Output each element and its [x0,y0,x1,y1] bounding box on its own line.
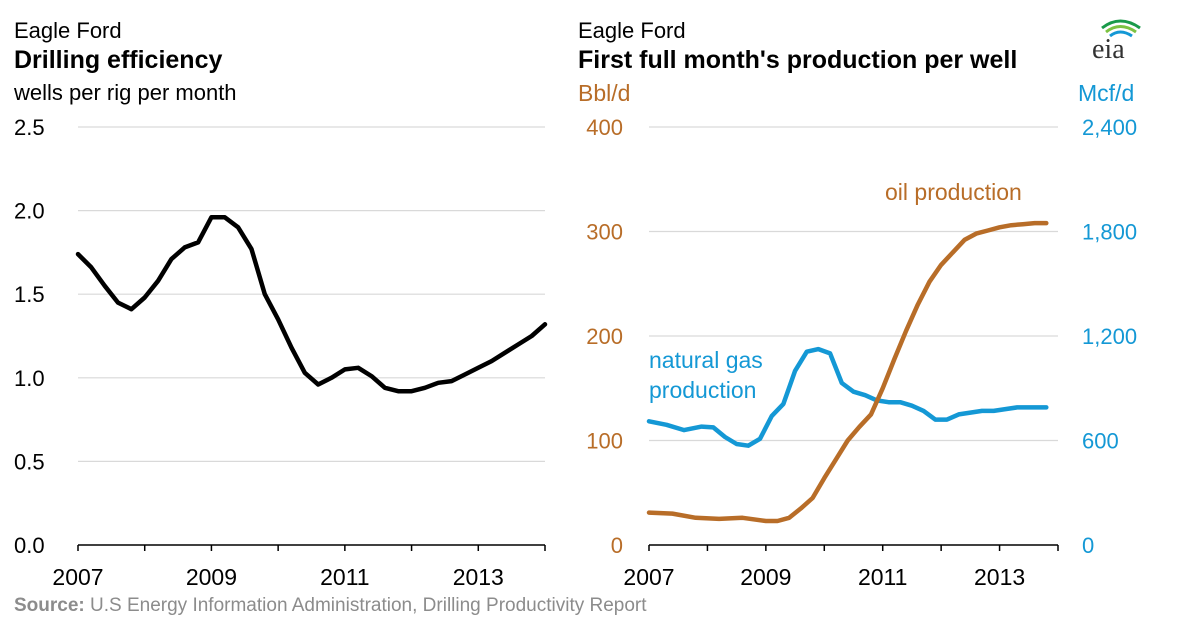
right-chart-subtitle: Eagle Ford [578,18,686,43]
left-x-tick-label: 2009 [186,564,237,590]
oil-production-line [646,220,1049,524]
left-y-tick-label: 2.0 [14,199,45,224]
right-x-tick-label: 2013 [974,564,1025,590]
right-x-tick-label: 2009 [740,564,791,590]
left-x-tick-label: 2013 [453,564,504,590]
left-y-tick-label: 1.0 [14,366,45,391]
right-y2-tick-label-gas: 1,800 [1082,220,1137,245]
gas-production-label-line1: natural gas [649,347,763,373]
left-chart-subtitle: Eagle Ford [14,18,122,43]
source-note: Source: U.S Energy Information Administr… [14,595,647,617]
drilling-efficiency-line [75,215,548,394]
right-y-tick-label-oil: 400 [586,115,623,140]
source-text: U.S Energy Information Administration, D… [90,595,647,616]
gas-production-label-line2: production [649,377,757,403]
right-y-tick-label-oil: 0 [611,533,623,558]
right-y-tick-label-oil: 100 [586,429,623,454]
left-chart-title: Drilling efficiency [14,46,223,74]
source-label: Source: [14,595,85,616]
right-y2-tick-label-gas: 2,400 [1082,115,1137,140]
right-y-tick-label-oil: 300 [586,220,623,245]
right-y2-tick-label-gas: 600 [1082,429,1119,454]
oil-production-label: oil production [885,179,1022,205]
left-x-tick-label: 2007 [52,564,103,590]
right-y2-tick-label-gas: 1,200 [1082,324,1137,349]
left-x-tick-label: 2011 [320,564,369,590]
right-chart-right-unit: Mcf/d [1078,80,1135,106]
left-y-tick-label: 2.5 [14,115,45,140]
right-chart-title: First full month's production per well [578,46,1018,74]
left-y-tick-label: 0.5 [14,449,45,474]
right-x-tick-label: 2011 [858,564,907,590]
right-y2-tick-label-gas: 0 [1082,533,1094,558]
gas-production-line [646,346,1049,448]
eia-logo-icon [1101,19,1141,38]
right-y-tick-label-oil: 200 [586,324,623,349]
left-y-tick-label: 0.0 [14,533,45,558]
eia-logo: eia [1090,14,1154,64]
eia-logo-text: eia [1092,34,1125,65]
left-chart-unit: wells per rig per month [14,80,237,105]
right-chart-left-unit: Bbl/d [578,80,631,106]
left-y-tick-label: 1.5 [14,282,45,307]
right-x-tick-label: 2007 [623,564,674,590]
